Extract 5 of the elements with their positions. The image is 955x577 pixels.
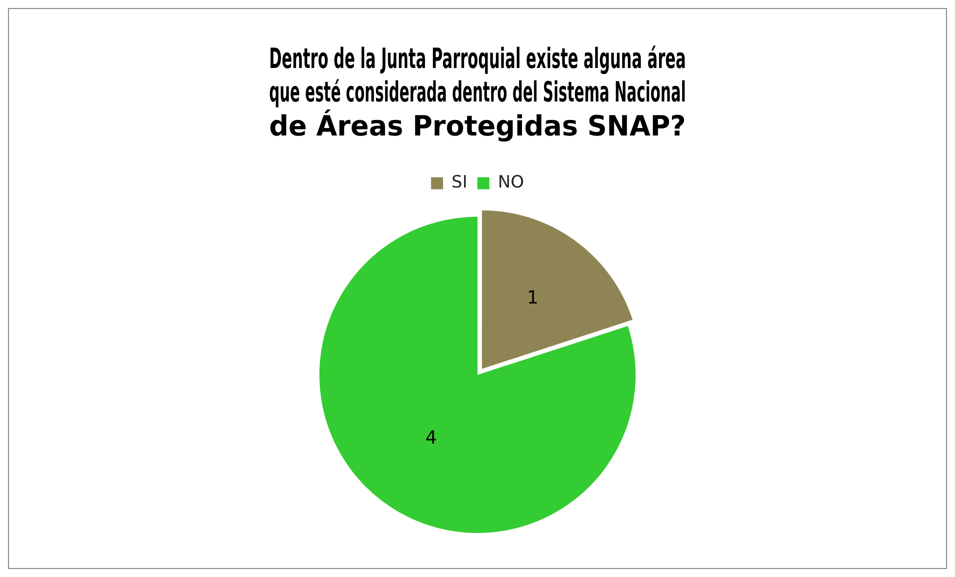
data-label: 4: [425, 428, 437, 449]
chart-title: Dentro de la Junta Parroquial existe alguna área que esté considerada dentro del Sistema Nacional de Áreas Protegidas SNAP?: [269, 43, 686, 142]
legend-label: NO: [498, 172, 524, 193]
legend-label: SI: [452, 172, 468, 193]
data-label: 1: [527, 287, 539, 308]
